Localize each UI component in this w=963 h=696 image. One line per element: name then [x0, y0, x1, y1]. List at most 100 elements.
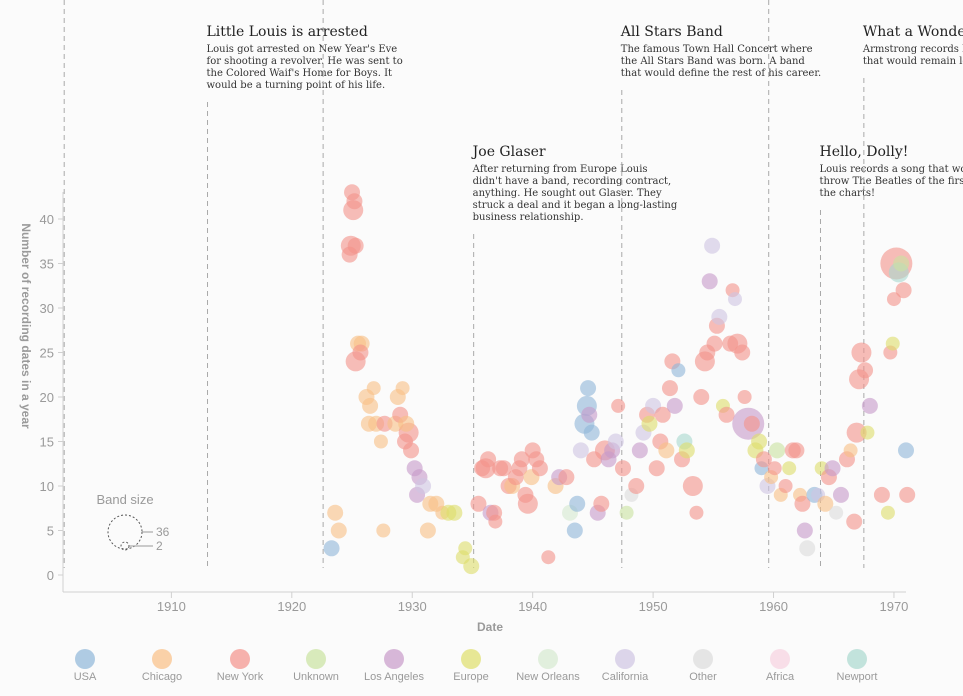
- legend-label: New Orleans: [516, 671, 580, 683]
- data-point: [799, 540, 816, 557]
- x-tick-label: 1960: [759, 599, 788, 614]
- legend-swatch: [152, 649, 172, 669]
- annotation-text: would be a turning point of his life.: [207, 80, 386, 91]
- x-tick-label: 1930: [398, 599, 427, 614]
- data-point: [824, 460, 841, 477]
- data-point: [330, 522, 347, 539]
- data-point: [403, 442, 420, 459]
- data-point: [898, 442, 914, 459]
- band-size-legend: Band size 36 2: [96, 492, 169, 553]
- legend-swatch: [230, 649, 250, 669]
- data-point: [480, 451, 497, 468]
- x-tick-label: 1970: [879, 599, 908, 614]
- data-point: [376, 523, 391, 538]
- annotations-layer: Little Louis is arrested Louis got arrest…: [63, 0, 963, 568]
- annotation-text: the charts!: [819, 188, 875, 199]
- data-point: [346, 193, 363, 210]
- y-tick-label: 30: [40, 301, 54, 316]
- x-tick-label: 1910: [157, 599, 186, 614]
- data-point: [541, 550, 556, 565]
- data-point: [829, 505, 844, 520]
- annotation-text: After returning from Europe Louis: [472, 164, 648, 175]
- legend-label: Africa: [766, 671, 795, 683]
- data-point: [718, 406, 735, 423]
- data-point: [817, 495, 834, 512]
- y-tick-label: 5: [47, 524, 54, 539]
- data-point: [851, 342, 872, 363]
- band-size-max-label: 36: [156, 525, 170, 539]
- data-point: [495, 460, 512, 477]
- data-point: [704, 237, 721, 254]
- data-point: [593, 495, 610, 512]
- y-tick-label: 25: [40, 346, 54, 361]
- annotation-title: Little Louis is arrested: [207, 24, 368, 40]
- data-point: [619, 505, 634, 520]
- y-tick-label: 10: [40, 479, 54, 494]
- legend-label: Newport: [837, 671, 878, 683]
- data-point: [631, 442, 648, 459]
- x-tick-label: 1950: [639, 599, 668, 614]
- data-point: [641, 415, 658, 432]
- data-point: [843, 443, 858, 458]
- annotation-title: All Stars Band: [620, 24, 723, 40]
- data-point: [517, 493, 538, 514]
- axes-layer: 0 5 10 15 20 25 30 35 40 1910 1920 1930 1940 1950 196…: [19, 192, 908, 634]
- data-point: [373, 434, 388, 449]
- bubbles-layer: [323, 184, 916, 575]
- y-tick-label: 40: [40, 212, 54, 227]
- color-legend: USA Chicago New York Unknown Los Angeles Euro…: [74, 649, 878, 683]
- x-ticks: 1910 1920 1930 1940 1950 1960 1970: [157, 592, 908, 614]
- annotation-title: What a Wonder: [863, 24, 963, 40]
- data-point: [572, 442, 589, 459]
- data-point: [796, 522, 813, 539]
- data-point: [706, 335, 723, 352]
- data-point: [446, 504, 463, 521]
- annotation: All Stars Band The famous Town Hall Conce…: [620, 24, 821, 568]
- annotation-text: that would define the rest of his career…: [621, 68, 821, 79]
- data-point: [832, 486, 849, 503]
- data-point: [880, 505, 895, 520]
- data-point: [689, 505, 704, 520]
- data-point: [886, 292, 901, 307]
- x-axis-title: Date: [477, 620, 503, 634]
- y-tick-label: 35: [40, 257, 54, 272]
- legend-swatch: [847, 649, 867, 669]
- legend-swatch: [538, 649, 558, 669]
- data-point: [666, 397, 683, 414]
- data-point: [607, 433, 624, 450]
- annotation-title: Joe Glaser: [471, 144, 546, 160]
- x-tick-label: 1940: [518, 599, 547, 614]
- data-point: [648, 460, 665, 477]
- data-point: [488, 514, 503, 529]
- data-point: [701, 273, 718, 290]
- legend-label: Los Angeles: [364, 671, 424, 683]
- y-axis-title: Number of recording dates in a year: [19, 223, 33, 429]
- band-size-max-circle: [107, 514, 143, 550]
- data-point: [661, 380, 678, 397]
- data-point: [734, 344, 751, 361]
- annotation-text: didn't have a band, recording contract,: [473, 176, 672, 187]
- data-point: [861, 397, 878, 414]
- data-point: [458, 541, 473, 556]
- annotation-text: Louis got arrested on New Year's Eve: [207, 44, 398, 55]
- annotation: Joe Glaser After returning from Europe Lo…: [471, 144, 678, 568]
- data-point: [857, 362, 874, 379]
- data-point: [513, 451, 530, 468]
- x-tick-label: 1920: [277, 599, 306, 614]
- legend-swatch: [770, 649, 790, 669]
- band-size-min-label: 2: [156, 539, 163, 553]
- annotation-text: Louis records a song that would: [819, 164, 963, 175]
- annotation-text: that would remain lov: [863, 56, 963, 67]
- data-point: [323, 540, 340, 557]
- data-point: [347, 237, 364, 254]
- data-point: [362, 397, 379, 414]
- annotation-text: struck a deal and it began a long-lastin…: [473, 200, 678, 211]
- band-size-min-circle: [120, 541, 130, 551]
- data-point: [366, 381, 381, 396]
- legend-swatch: [615, 649, 635, 669]
- data-point: [327, 504, 344, 521]
- data-point: [873, 486, 890, 503]
